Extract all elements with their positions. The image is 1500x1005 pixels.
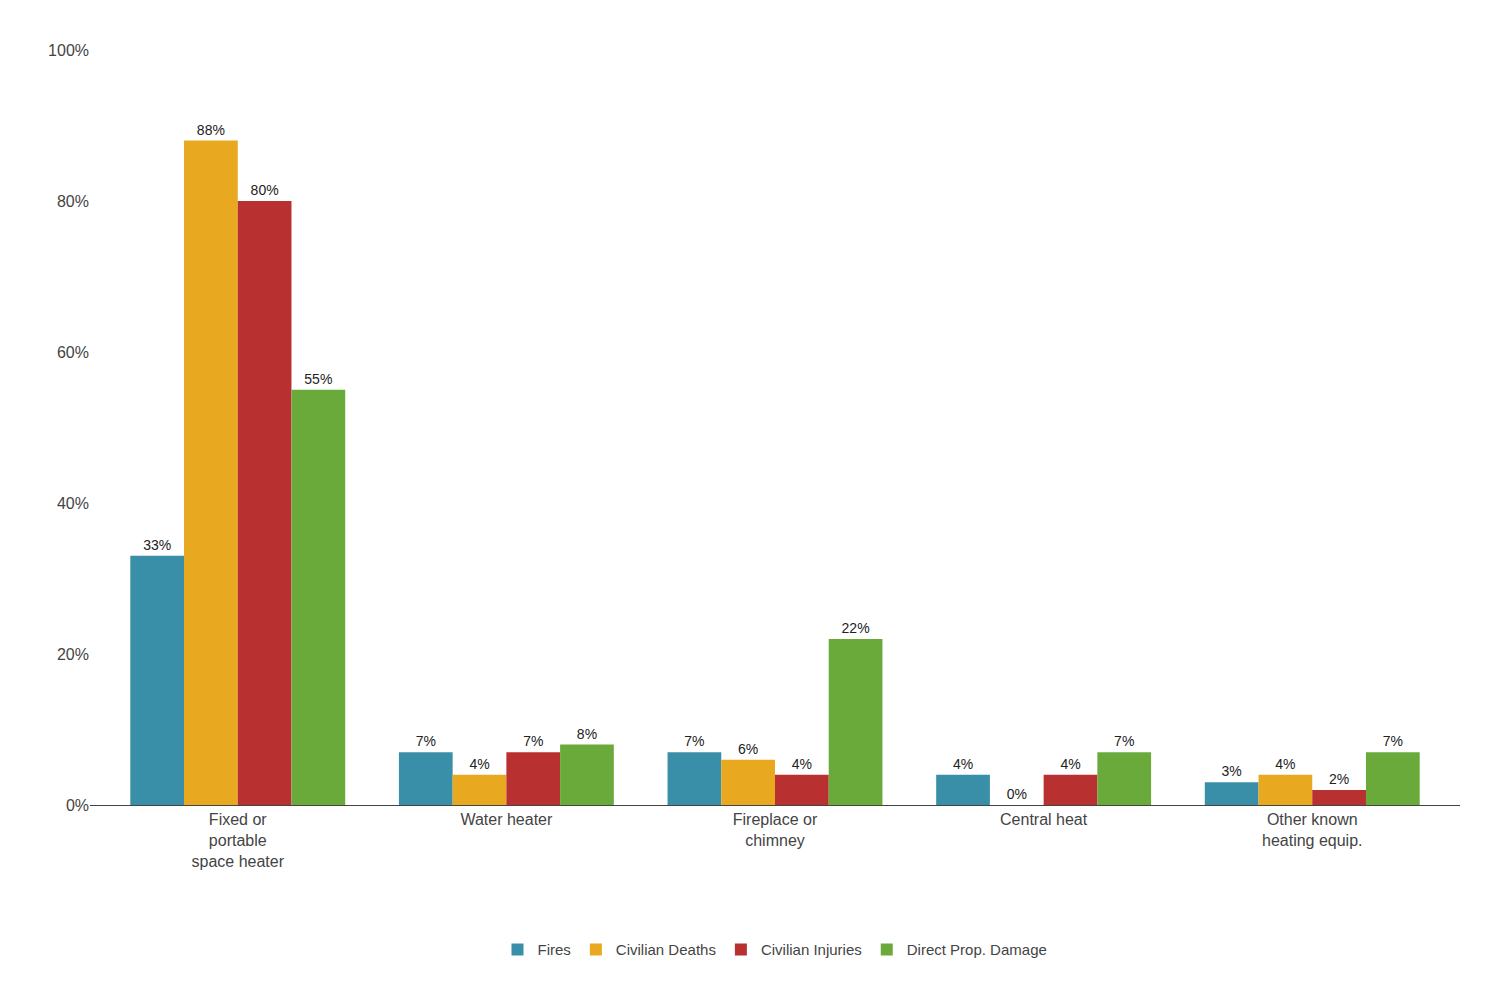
svg-text:Fireplace orchimney: Fireplace orchimney: [733, 811, 818, 849]
svg-text:3%: 3%: [1222, 763, 1242, 779]
svg-text:55%: 55%: [304, 371, 332, 387]
svg-text:2%: 2%: [1329, 771, 1349, 787]
svg-text:80%: 80%: [57, 193, 89, 210]
svg-text:4%: 4%: [1275, 756, 1295, 772]
svg-text:8%: 8%: [577, 726, 597, 742]
svg-text:7%: 7%: [1383, 733, 1403, 749]
svg-text:0%: 0%: [66, 797, 89, 814]
svg-text:4%: 4%: [1060, 756, 1080, 772]
svg-text:7%: 7%: [523, 733, 543, 749]
svg-text:20%: 20%: [57, 646, 89, 663]
svg-text:100%: 100%: [48, 42, 89, 59]
svg-text:7%: 7%: [684, 733, 704, 749]
svg-text:80%: 80%: [251, 182, 279, 198]
svg-text:7%: 7%: [1114, 733, 1134, 749]
svg-text:4%: 4%: [792, 756, 812, 772]
svg-text:33%: 33%: [143, 537, 171, 553]
svg-text:6%: 6%: [738, 741, 758, 757]
svg-text:Civilian Deaths: Civilian Deaths: [616, 941, 716, 958]
svg-text:Water heater: Water heater: [460, 811, 553, 828]
svg-text:Fixed orportablespace heater: Fixed orportablespace heater: [191, 811, 284, 870]
svg-text:4%: 4%: [953, 756, 973, 772]
svg-text:0%: 0%: [1007, 786, 1027, 802]
svg-text:Central heat: Central heat: [1000, 811, 1088, 828]
svg-text:4%: 4%: [469, 756, 489, 772]
svg-text:40%: 40%: [57, 495, 89, 512]
svg-text:22%: 22%: [842, 620, 870, 636]
svg-text:7%: 7%: [416, 733, 436, 749]
svg-text:Other knownheating equip.: Other knownheating equip.: [1262, 811, 1363, 849]
svg-text:Direct Prop. Damage: Direct Prop. Damage: [907, 941, 1047, 958]
svg-text:60%: 60%: [57, 344, 89, 361]
svg-text:Fires: Fires: [538, 941, 571, 958]
svg-text:88%: 88%: [197, 122, 225, 138]
svg-text:Civilian Injuries: Civilian Injuries: [761, 941, 862, 958]
